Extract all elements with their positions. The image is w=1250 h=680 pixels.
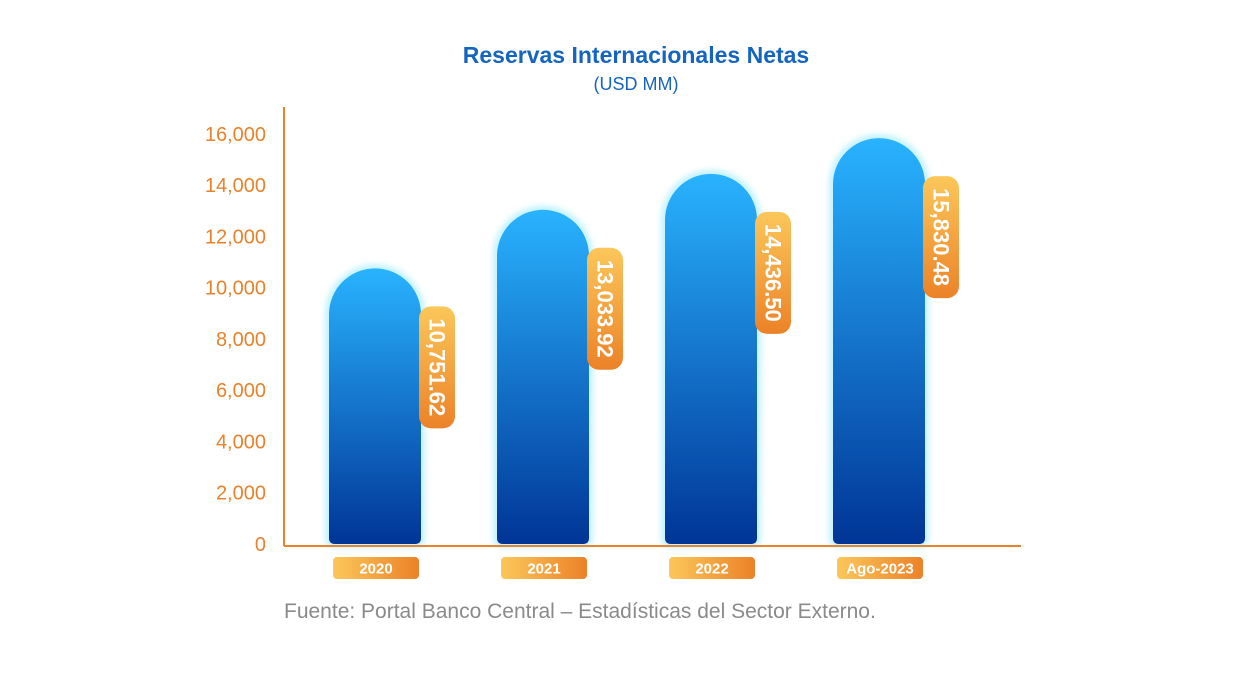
value-label: 15,830.48 (929, 188, 954, 286)
source-note: Fuente: Portal Banco Central – Estadísti… (284, 600, 876, 623)
y-axis-ticks: 0 2,000 4,000 6,000 8,000 10,000 12,000 14,000 1… (205, 124, 266, 556)
value-label: 13,033.92 (593, 260, 618, 358)
category-label-bg (837, 557, 923, 579)
value-label-bg (587, 247, 623, 370)
y-tick-label: 14,000 (205, 175, 266, 197)
bar-ago-2023 (833, 138, 925, 544)
value-label: 14,436.50 (761, 224, 786, 322)
category-label: 2021 (527, 561, 560, 578)
y-tick-label: 12,000 (205, 226, 266, 248)
value-label: 10,751.62 (425, 318, 450, 416)
chart-title: Reservas Internacionales Netas (462, 42, 810, 68)
bar-2022 (665, 173, 757, 544)
category-label: 2020 (359, 561, 392, 578)
value-label-bg (419, 306, 455, 429)
chart-subtitle: (USD MM) (593, 74, 679, 94)
y-tick-label: 8,000 (216, 329, 266, 351)
value-label-bg (923, 176, 959, 299)
y-tick-label: 6,000 (216, 380, 266, 402)
category-label-bg (333, 557, 419, 579)
y-tick-label: 4,000 (216, 431, 266, 453)
bar-2020 (329, 268, 421, 544)
category-label-bg (501, 557, 587, 579)
y-tick-label: 2,000 (216, 483, 266, 505)
category-label: 2022 (695, 561, 728, 578)
y-tick-label: 10,000 (205, 278, 266, 300)
y-tick-label: 16,000 (205, 124, 266, 146)
y-tick-label: 0 (255, 534, 266, 556)
value-label-bg (755, 211, 791, 334)
category-label: Ago-2023 (846, 561, 914, 578)
bar-2021 (497, 209, 589, 544)
bars-layer: 10,751.62 2020 13,033.92 2021 14,436.50 2022 1… (325, 134, 959, 579)
category-label-bg (669, 557, 755, 579)
